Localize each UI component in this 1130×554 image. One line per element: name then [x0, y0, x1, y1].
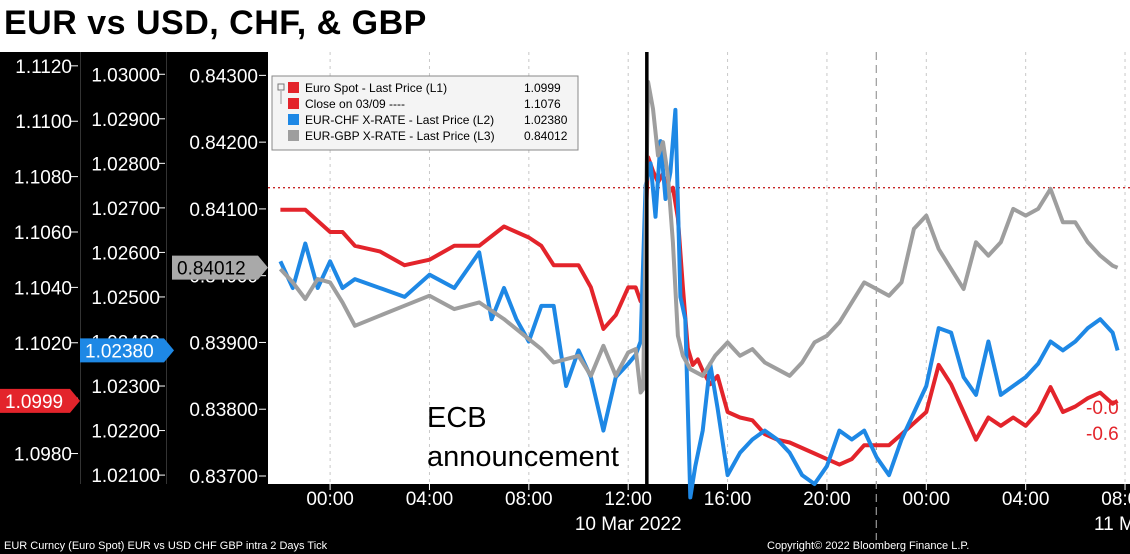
x-axis-panel	[0, 484, 1130, 554]
y-tick-label: 1.1040	[14, 278, 72, 299]
x-tick-label: 12:00	[604, 489, 652, 510]
series-line-L1	[280, 155, 1119, 467]
x-tick-label: 16:00	[704, 489, 752, 510]
x-tick-label: 00:00	[903, 489, 951, 510]
x-tick-label: 00:00	[306, 489, 354, 510]
x-tick-label: 04:00	[1002, 489, 1050, 510]
x-tick-label: 04:00	[406, 489, 454, 510]
event-label: ECB	[427, 402, 487, 434]
last-value-label-L1: 1.0999	[5, 392, 63, 413]
x-tick-label: 08:00	[1101, 489, 1130, 510]
y-tick-label: 1.1100	[15, 112, 72, 133]
legend-value: 1.02380	[524, 113, 568, 127]
legend-swatch	[288, 82, 299, 93]
chart-title: EUR vs USD, CHF, & GBP	[4, 4, 427, 42]
last-value-marker-L1	[0, 388, 80, 413]
y-tick-label: 1.02100	[91, 466, 160, 487]
series-line-L3	[278, 80, 1119, 395]
legend-swatch	[288, 114, 299, 125]
y-tick-label: 1.02800	[91, 154, 160, 175]
legend-collapse-icon[interactable]	[277, 83, 285, 91]
date-label: 10 Mar 2022	[575, 514, 682, 535]
y-tick-label: 1.02600	[91, 243, 160, 264]
legend-label: Close on 03/09 ----	[305, 97, 405, 111]
legend-swatch	[288, 130, 299, 141]
y-tick-label: 0.84200	[189, 133, 258, 154]
y-tick-label: 1.02500	[91, 288, 160, 309]
date-label: 11 M	[1094, 514, 1130, 535]
last-value-label-L3: 0.84012	[177, 259, 246, 280]
y-tick-label: 1.02200	[91, 422, 160, 443]
legend-value: 1.1076	[524, 97, 561, 111]
y-tick-label: 1.02900	[91, 110, 160, 131]
last-value-marker-L3	[172, 255, 268, 280]
y-tick-label: 0.83800	[189, 400, 258, 421]
legend-value: 1.0999	[524, 81, 561, 95]
y-tick-label: 0.83900	[189, 333, 258, 354]
y-tick-label: 1.0980	[14, 445, 72, 466]
y-tick-label: 1.1080	[14, 168, 72, 189]
last-value-marker-L2	[80, 338, 174, 363]
y-tick-label: 0.84100	[189, 200, 258, 221]
last-value-label-L2: 1.02380	[85, 341, 154, 362]
axis-divider-1	[80, 52, 81, 484]
legend-swatch	[288, 98, 299, 109]
legend-value: 0.84012	[524, 129, 568, 143]
y-tick-label: 1.03000	[91, 65, 160, 86]
axis-divider-2	[166, 52, 167, 484]
y-tick-label: 1.1120	[15, 57, 72, 78]
legend-label: EUR-GBP X-RATE - Last Price (L3)	[305, 129, 495, 143]
footer-source: EUR Curncy (Euro Spot) EUR vs USD CHF GB…	[4, 540, 328, 552]
y-tick-label: 1.02700	[91, 199, 160, 220]
y-tick-label: 0.84300	[189, 66, 258, 87]
footer-copyright: Copyright© 2022 Bloomberg Finance L.P.	[767, 540, 969, 552]
legend-label: Euro Spot - Last Price (L1)	[305, 81, 447, 95]
y-tick-label: 1.1020	[14, 334, 72, 355]
y-tick-label: 0.83700	[189, 467, 258, 488]
x-tick-label: 20:00	[803, 489, 851, 510]
y-tick-label: 1.02300	[91, 377, 160, 398]
right-label: -0.6	[1086, 424, 1119, 445]
x-tick-label: 08:00	[505, 489, 553, 510]
legend-label: EUR-CHF X-RATE - Last Price (L2)	[305, 113, 494, 127]
event-label: announcement	[427, 441, 619, 473]
legend-box	[271, 75, 579, 151]
right-label: -0.0	[1086, 398, 1119, 419]
y-tick-label: 1.1060	[14, 223, 72, 244]
